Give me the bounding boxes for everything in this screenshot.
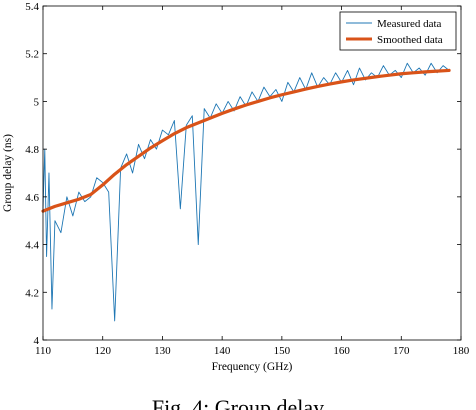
y-tick-label: 5 xyxy=(34,96,40,108)
legend-label-measured: Measured data xyxy=(377,18,442,30)
y-tick-label: 4.2 xyxy=(25,287,39,299)
x-axis-label: Frequency (GHz) xyxy=(212,361,293,373)
y-tick-label: 4 xyxy=(34,335,40,347)
x-tick-label: 180 xyxy=(453,345,470,357)
x-tick-label: 110 xyxy=(35,345,52,357)
plot-background xyxy=(43,6,461,340)
y-axis-label: Group delay (ns) xyxy=(2,134,14,212)
x-tick-label: 150 xyxy=(274,345,291,357)
x-tick-label: 170 xyxy=(393,345,410,357)
series-line-smoothed xyxy=(41,68,451,213)
axes-frame xyxy=(42,5,462,341)
y-tick-label: 4.8 xyxy=(25,144,39,156)
figure-caption: Fig. 4: Group delay xyxy=(151,395,325,410)
series-layer xyxy=(41,62,451,322)
x-tick-label: 140 xyxy=(214,345,231,357)
x-tick-label: 160 xyxy=(333,345,350,357)
y-tick-label: 5.4 xyxy=(25,1,39,13)
legend-box xyxy=(339,11,457,51)
legend-label-smoothed: Smoothed data xyxy=(377,34,443,46)
y-tick-label: 5.2 xyxy=(25,49,39,61)
legend: Measured data Smoothed data xyxy=(339,11,457,51)
x-tick-label: 120 xyxy=(94,345,111,357)
axes-layer: 110 120 130 140 150 160 170 180 4 4.2 4.4 4.6 4.8 5 5.… xyxy=(25,1,470,357)
x-tick-label: 130 xyxy=(154,345,171,357)
y-tick-label: 4.6 xyxy=(25,192,39,204)
y-tick-label: 4.4 xyxy=(25,240,39,252)
plot-area xyxy=(43,6,461,340)
